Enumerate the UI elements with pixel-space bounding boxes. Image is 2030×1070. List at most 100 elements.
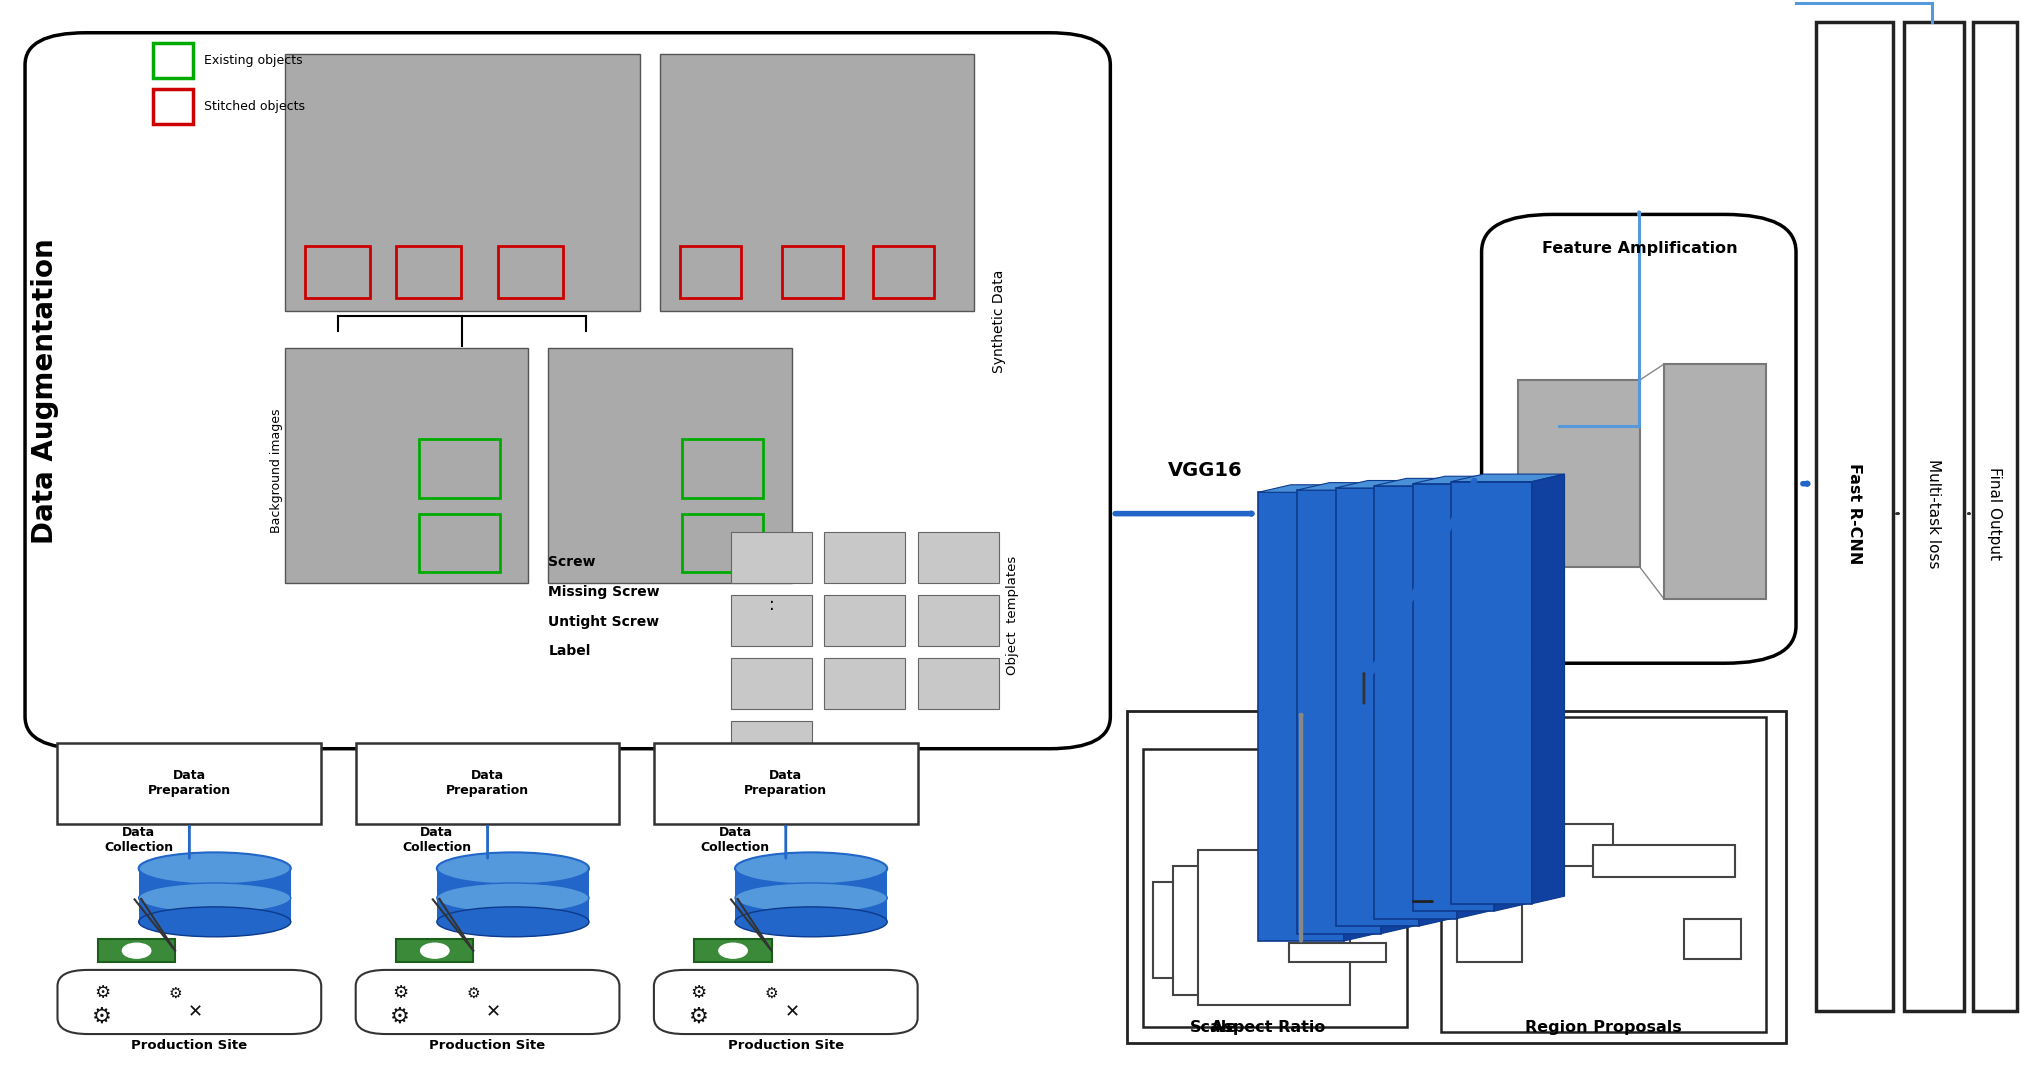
Circle shape [420, 944, 449, 958]
Text: Data
Preparation: Data Preparation [447, 769, 530, 797]
FancyBboxPatch shape [1441, 717, 1766, 1031]
Text: ⚙: ⚙ [467, 985, 481, 1000]
FancyBboxPatch shape [97, 939, 175, 962]
FancyBboxPatch shape [1665, 364, 1766, 599]
Text: ⚙: ⚙ [688, 1006, 708, 1026]
Ellipse shape [138, 883, 290, 913]
FancyBboxPatch shape [355, 969, 619, 1034]
Ellipse shape [138, 853, 290, 885]
FancyBboxPatch shape [1127, 712, 1786, 1042]
FancyBboxPatch shape [735, 869, 887, 920]
Text: Screw: Screw [548, 554, 597, 569]
Text: Fast R-CNN: Fast R-CNN [1847, 463, 1862, 564]
Text: ⚙: ⚙ [93, 983, 110, 1002]
Text: ⚙: ⚙ [690, 983, 706, 1002]
Text: Data
Collection: Data Collection [402, 826, 471, 854]
Text: ⚙: ⚙ [390, 1006, 410, 1026]
FancyBboxPatch shape [660, 55, 974, 310]
Text: ⚙: ⚙ [91, 1006, 112, 1026]
FancyBboxPatch shape [548, 348, 792, 583]
Text: Multi-task loss: Multi-task loss [1926, 459, 1941, 568]
Text: Feature Amplification: Feature Amplification [1543, 241, 1738, 256]
Text: ⚙: ⚙ [392, 983, 408, 1002]
Text: ⚙: ⚙ [168, 985, 183, 1000]
Text: Missing Screw: Missing Screw [548, 584, 660, 598]
Text: ⚙: ⚙ [765, 985, 777, 1000]
FancyBboxPatch shape [1374, 486, 1458, 919]
Ellipse shape [735, 883, 887, 913]
FancyBboxPatch shape [1143, 749, 1407, 1026]
FancyBboxPatch shape [1458, 872, 1522, 962]
FancyBboxPatch shape [24, 33, 1110, 749]
FancyBboxPatch shape [1482, 214, 1797, 663]
FancyBboxPatch shape [396, 939, 473, 962]
Text: ✕: ✕ [784, 1003, 800, 1021]
Text: Scale: Scale [1190, 1020, 1238, 1035]
FancyBboxPatch shape [1904, 22, 1965, 1010]
Polygon shape [1533, 474, 1565, 904]
FancyBboxPatch shape [1594, 845, 1736, 877]
Text: Production Site: Production Site [132, 1039, 248, 1052]
Text: VGG16: VGG16 [1169, 461, 1242, 480]
FancyBboxPatch shape [152, 44, 193, 78]
Polygon shape [1380, 483, 1413, 934]
FancyBboxPatch shape [1173, 867, 1275, 994]
Text: Synthetic Data: Synthetic Data [993, 270, 1005, 373]
FancyBboxPatch shape [1973, 22, 2018, 1010]
Text: Data Augmentation: Data Augmentation [30, 238, 59, 544]
FancyBboxPatch shape [824, 532, 905, 583]
FancyBboxPatch shape [57, 969, 321, 1034]
Polygon shape [1297, 483, 1413, 490]
Text: Production Site: Production Site [727, 1039, 844, 1052]
FancyBboxPatch shape [1297, 490, 1380, 934]
Text: Stitched objects: Stitched objects [203, 100, 304, 113]
FancyBboxPatch shape [824, 658, 905, 709]
FancyBboxPatch shape [824, 595, 905, 646]
Polygon shape [1259, 485, 1376, 492]
Text: Existing objects: Existing objects [203, 55, 302, 67]
Text: ✕: ✕ [485, 1003, 501, 1021]
FancyBboxPatch shape [1336, 488, 1419, 927]
Ellipse shape [436, 853, 589, 885]
Polygon shape [1374, 478, 1490, 486]
FancyBboxPatch shape [355, 744, 619, 824]
Ellipse shape [436, 883, 589, 913]
Text: Region Proposals: Region Proposals [1525, 1020, 1681, 1035]
Polygon shape [1494, 476, 1527, 912]
Text: ✕: ✕ [189, 1003, 203, 1021]
FancyBboxPatch shape [731, 721, 812, 773]
FancyBboxPatch shape [654, 744, 918, 824]
FancyBboxPatch shape [1817, 22, 1894, 1010]
FancyBboxPatch shape [654, 969, 918, 1034]
FancyBboxPatch shape [152, 90, 193, 123]
FancyBboxPatch shape [731, 595, 812, 646]
Text: Data
Preparation: Data Preparation [745, 769, 828, 797]
FancyBboxPatch shape [1259, 492, 1344, 942]
Polygon shape [1336, 480, 1451, 488]
Polygon shape [1413, 476, 1527, 484]
FancyBboxPatch shape [694, 939, 771, 962]
FancyBboxPatch shape [918, 595, 999, 646]
Text: Data
Preparation: Data Preparation [148, 769, 231, 797]
FancyBboxPatch shape [284, 348, 528, 583]
FancyBboxPatch shape [1289, 897, 1386, 920]
FancyBboxPatch shape [1685, 919, 1742, 959]
FancyBboxPatch shape [1289, 944, 1386, 962]
FancyBboxPatch shape [1451, 824, 1614, 867]
FancyBboxPatch shape [284, 55, 639, 310]
FancyBboxPatch shape [1153, 883, 1214, 978]
FancyBboxPatch shape [1451, 482, 1533, 904]
Polygon shape [1451, 474, 1565, 482]
Ellipse shape [436, 907, 589, 937]
Polygon shape [1458, 478, 1490, 919]
FancyBboxPatch shape [918, 532, 999, 583]
Text: Background images: Background images [270, 409, 282, 533]
FancyBboxPatch shape [1289, 847, 1386, 877]
FancyBboxPatch shape [57, 744, 321, 824]
FancyBboxPatch shape [436, 869, 589, 920]
Polygon shape [1344, 485, 1376, 942]
FancyBboxPatch shape [918, 658, 999, 709]
Ellipse shape [138, 907, 290, 937]
Text: Data
Collection: Data Collection [104, 826, 173, 854]
Text: Data
Collection: Data Collection [700, 826, 769, 854]
